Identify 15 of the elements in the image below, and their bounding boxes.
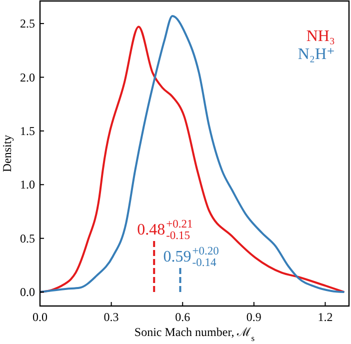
y-tick-label: 2.5 <box>20 16 35 31</box>
y-tick-label: 2.0 <box>20 70 35 84</box>
x-tick-label: 0.0 <box>32 310 48 324</box>
text: NH₃ <box>306 28 335 45</box>
x-tick-label: 0.3 <box>104 310 119 324</box>
y-tick-label: 0.0 <box>20 285 35 300</box>
x-tick-label: 1.2 <box>318 310 333 324</box>
x-axis-title: Sonic Mach number, ℳ$_{s}$ <box>134 325 256 343</box>
x-tick-label: 0.6 <box>175 310 190 324</box>
y-tick-label: 1.0 <box>20 178 35 192</box>
y-tick-label: 0.5 <box>20 231 35 246</box>
text: N₂H⁺ <box>298 46 335 63</box>
y-axis-title: Density <box>0 134 14 172</box>
x-tick-label: 0.9 <box>246 310 262 324</box>
y-tick-label: 1.5 <box>20 124 35 138</box>
